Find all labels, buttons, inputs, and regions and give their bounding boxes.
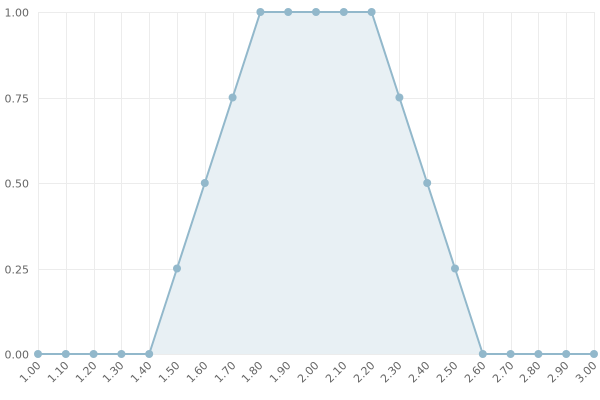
data-point[interactable]	[367, 8, 376, 16]
x-tick-label: 1.30	[100, 359, 127, 386]
x-tick-label: 1.40	[128, 359, 155, 386]
data-point[interactable]	[534, 350, 543, 358]
data-point[interactable]	[423, 179, 432, 187]
data-point[interactable]	[339, 8, 348, 16]
x-tick-label: 2.90	[545, 359, 572, 386]
data-point[interactable]	[395, 93, 404, 102]
x-tick-label: 3.00	[573, 359, 600, 386]
x-tick-label: 2.70	[490, 359, 517, 386]
y-tick-label: 0.00	[5, 349, 30, 362]
x-tick-label: 1.80	[239, 359, 266, 386]
x-tick-label: 2.30	[378, 359, 405, 386]
data-point[interactable]	[34, 350, 42, 358]
y-tick-label: 1.00	[5, 7, 30, 20]
points-layer	[34, 8, 598, 358]
data-point[interactable]	[117, 350, 126, 358]
x-tick-label: 1.10	[45, 359, 72, 386]
y-tick-label: 0.25	[5, 264, 30, 277]
x-tick-label: 1.00	[17, 359, 44, 386]
data-point[interactable]	[312, 8, 320, 16]
y-tick-label: 0.50	[5, 178, 30, 191]
y-axis: 0.00 0.25 0.50 0.75 1.00	[5, 7, 30, 362]
data-point[interactable]	[256, 8, 265, 16]
x-axis: 1.00 1.10 1.20 1.30 1.40 1.50 1.60 1.70 1.80 1.90…	[17, 359, 600, 386]
data-point[interactable]	[61, 350, 70, 358]
x-tick-label: 1.70	[212, 359, 239, 386]
data-point[interactable]	[451, 264, 459, 273]
data-point[interactable]	[478, 350, 487, 358]
data-point[interactable]	[506, 350, 515, 358]
x-tick-label: 2.50	[434, 359, 461, 386]
data-point[interactable]	[284, 8, 293, 16]
x-tick-label: 2.00	[295, 359, 322, 386]
data-point[interactable]	[590, 350, 598, 358]
data-point[interactable]	[562, 350, 571, 358]
x-tick-label: 1.60	[184, 359, 211, 386]
x-tick-label: 1.50	[156, 359, 183, 386]
data-point[interactable]	[200, 179, 209, 187]
x-tick-label: 2.10	[323, 359, 350, 386]
data-point[interactable]	[89, 350, 98, 358]
data-point[interactable]	[173, 264, 181, 273]
x-tick-label: 1.20	[73, 359, 100, 386]
x-tick-label: 1.90	[267, 359, 294, 386]
data-point[interactable]	[145, 350, 154, 358]
data-point[interactable]	[228, 93, 237, 102]
x-tick-label: 2.80	[517, 359, 544, 386]
x-tick-label: 2.20	[351, 359, 378, 386]
y-tick-label: 0.75	[5, 93, 30, 106]
x-tick-label: 2.40	[406, 359, 433, 386]
x-tick-label: 2.60	[462, 359, 489, 386]
